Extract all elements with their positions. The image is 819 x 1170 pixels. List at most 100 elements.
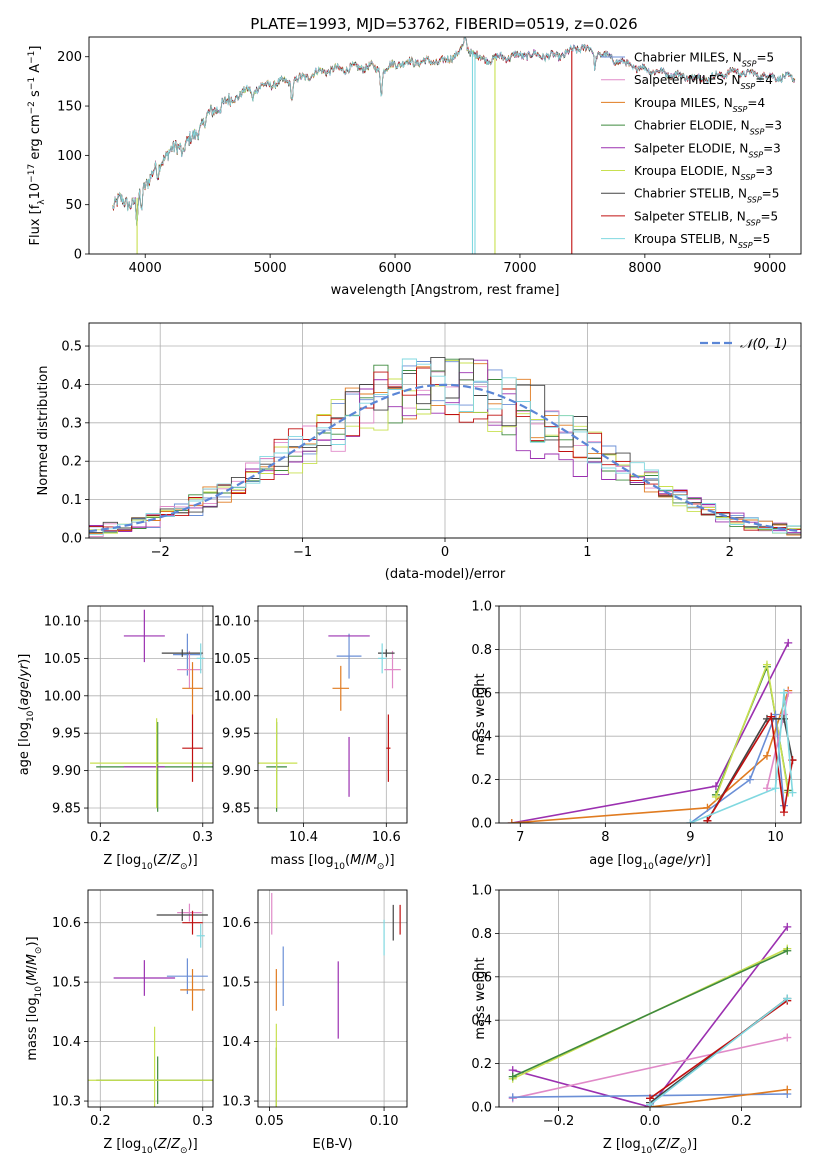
legend-nssp-value: 5 xyxy=(772,187,780,201)
x-tick-label: 0.3 xyxy=(192,830,213,845)
y-tick-label: 10.5 xyxy=(222,976,251,991)
weight-point-marker xyxy=(788,788,797,797)
weight-point-marker xyxy=(762,751,771,760)
y-axis-label: Normed distribution xyxy=(36,366,51,496)
legend-nssp-sub: SSP xyxy=(748,150,763,159)
y-tick-label: 9.95 xyxy=(222,727,251,742)
errorbar-salpeter-stelib xyxy=(386,714,391,782)
y-tick-label: 0.2 xyxy=(61,455,82,470)
errorbar-kroupa-stelib xyxy=(196,643,205,674)
weight-line-salpeter-miles xyxy=(512,1036,788,1100)
weight-point-marker xyxy=(783,1085,792,1094)
weight-line-kroupa-miles xyxy=(649,1088,788,1107)
y-axis-label: Flux [fλ10−17 erg cm−2 s−1 A−1] xyxy=(27,46,47,246)
charts-layer: 4000 5000 6000 7000 8000 9000050100150200wave… xyxy=(17,36,802,1156)
legend-label: Chabrier MILES, NSSP=5 xyxy=(634,51,774,69)
errorbar-salpeter-stelib xyxy=(182,714,203,782)
weight-point-marker xyxy=(745,775,754,784)
x-tick-label: 0.05 xyxy=(255,1114,284,1129)
legend-series-name: Salpeter STELIB xyxy=(634,209,729,223)
y-tick-label: 10.10 xyxy=(44,614,81,629)
weight-point-marker xyxy=(783,946,792,955)
x-tick-label: 0.3 xyxy=(192,1114,213,1129)
y-tick-label: 10.6 xyxy=(222,916,251,931)
errorbar-kroupa-stelib xyxy=(196,923,205,948)
weight-point-marker xyxy=(507,819,516,823)
legend-label: Salpeter STELIB, NSSP=5 xyxy=(634,209,778,227)
y-tick-label: 10.6 xyxy=(52,916,81,931)
weight-point-marker xyxy=(771,710,780,719)
errorbar-salpeter-elodie xyxy=(113,960,176,996)
weight_vs_Z-axes: −0.2 0.0 0.2 0.0 0.2 0.4 0.6 0.8 1.0 xyxy=(471,884,801,1129)
legend-nssp-sub: SSP xyxy=(741,82,756,91)
y-tick-label: 0.0 xyxy=(471,817,492,832)
y-tick-label: 0.6 xyxy=(471,970,492,985)
legend-label: Chabrier ELODIE, NSSP=3 xyxy=(634,119,782,137)
errorbar-kroupa-elodie xyxy=(90,718,213,809)
x-tick-label: 0.2 xyxy=(90,830,111,845)
x-tick-label: −0.2 xyxy=(543,1114,575,1129)
weight-point-marker xyxy=(771,784,780,793)
age_vs_mass-axes: 10.4 10.6 9.85 9.90 9.95 10.00 10.05 10.10 xyxy=(214,606,407,845)
y-axis-label: mass weight xyxy=(473,673,488,755)
errorbar-chabrier-stelib xyxy=(156,909,208,921)
x-axis-label: E(B-V) xyxy=(312,1137,352,1152)
x-tick-label: −1 xyxy=(293,545,312,560)
y-tick-label: 0.5 xyxy=(61,340,82,355)
x-tick-label: 0.0 xyxy=(640,1114,661,1129)
y-tick-label: 0.2 xyxy=(471,1057,492,1072)
x-tick-label: 0.2 xyxy=(90,1114,111,1129)
x-axis-label: age [log10(age/yr)] xyxy=(589,853,711,872)
y-axis-label: mass weight xyxy=(473,957,488,1039)
axes-frame xyxy=(257,605,408,824)
legend-nssp-prefix: , N xyxy=(724,73,741,87)
legend-series-name: Kroupa STELIB xyxy=(634,232,721,246)
errorbar-chabrier-stelib xyxy=(161,649,203,657)
errorbar-kroupa-elodie xyxy=(88,1026,213,1107)
errorbar-kroupa-miles xyxy=(332,665,350,711)
weight-point-marker xyxy=(783,994,792,1003)
legend-nssp-prefix: , N xyxy=(721,232,738,246)
legend-label: Kroupa ELODIE, NSSP=3 xyxy=(634,164,773,182)
legend-nssp-sub: SSP xyxy=(742,59,757,68)
legend-nssp-prefix: , N xyxy=(716,96,733,110)
legend-nssp-value: 5 xyxy=(767,51,775,65)
x-tick-label: 0.2 xyxy=(731,1114,752,1129)
weight-point-marker xyxy=(779,688,788,697)
legend-label: Kroupa MILES, NSSP=4 xyxy=(634,96,765,114)
y-tick-label: 1.0 xyxy=(471,884,492,899)
weight-point-marker xyxy=(784,638,793,647)
y-tick-label: 0.6 xyxy=(471,686,492,701)
weight-point-marker xyxy=(703,816,712,823)
y-tick-label: 10.4 xyxy=(52,1035,81,1050)
weight-point-marker xyxy=(762,660,771,669)
legend-nssp-sub: SSP xyxy=(738,241,753,250)
legend-nssp-value: 3 xyxy=(774,119,782,133)
y-tick-label: 9.90 xyxy=(222,764,251,779)
y-tick-label: 1.0 xyxy=(471,600,492,615)
y-tick-label: 10.3 xyxy=(222,1095,251,1110)
y-tick-label: 0.8 xyxy=(471,643,492,658)
legend-nssp-eq: = xyxy=(756,51,766,65)
weight-point-marker xyxy=(508,1093,517,1102)
weight-point-marker xyxy=(711,792,720,801)
y-tick-label: 0.4 xyxy=(471,730,492,745)
y-tick-label: 0.8 xyxy=(471,927,492,942)
y-tick-label: 0.0 xyxy=(471,1101,492,1116)
y-tick-label: 10.05 xyxy=(214,652,251,667)
weight-point-marker xyxy=(767,712,776,721)
legend-nssp-prefix: , N xyxy=(733,119,750,133)
weight-point-marker xyxy=(508,1072,517,1081)
weight-line-salpeter-elodie xyxy=(512,926,788,1107)
x-tick-label: 0 xyxy=(441,545,449,560)
x-tick-label: 10 xyxy=(767,830,784,845)
y-tick-label: 9.85 xyxy=(222,802,251,817)
legend-nssp-eq: = xyxy=(764,119,774,133)
y-tick-label: 10.10 xyxy=(214,614,251,629)
y-tick-label: 50 xyxy=(65,198,82,213)
legend-nssp-sub: SSP xyxy=(746,218,761,227)
y-tick-label: 10.00 xyxy=(214,689,251,704)
histogram-kroupa-stelib xyxy=(89,358,801,536)
legend-nssp-eq: = xyxy=(753,232,763,246)
